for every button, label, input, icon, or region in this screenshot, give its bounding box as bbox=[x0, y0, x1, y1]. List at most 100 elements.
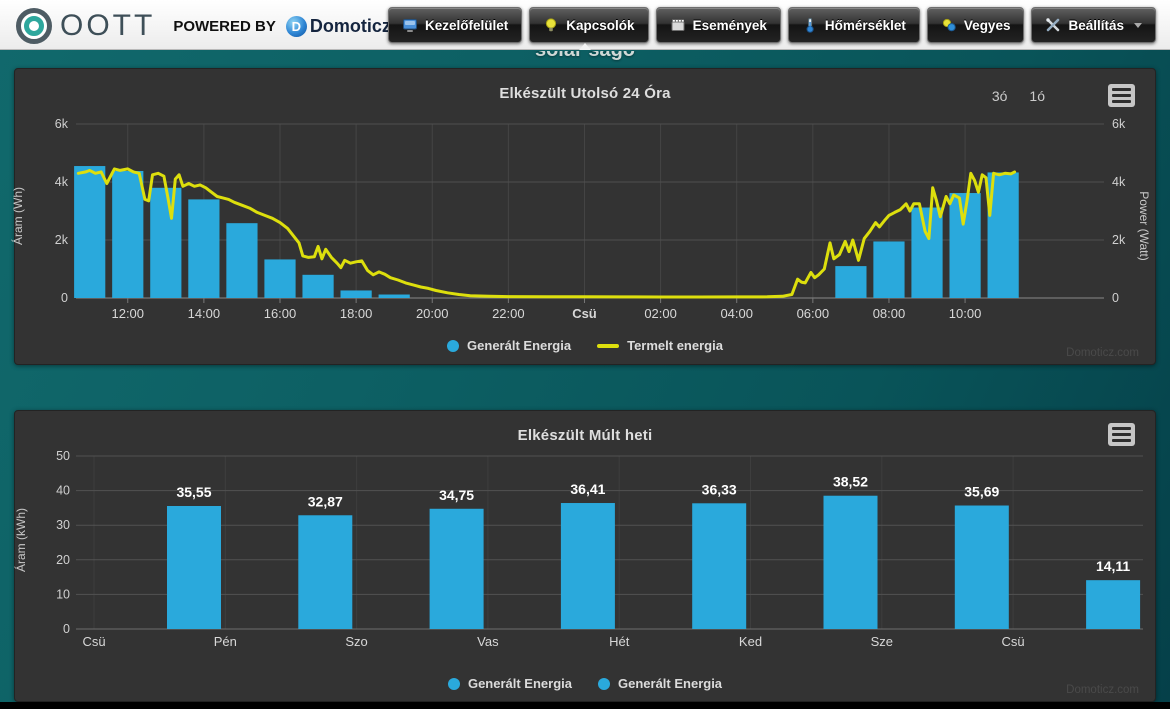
nav-label: Vegyes bbox=[963, 17, 1011, 33]
svg-text:Csü: Csü bbox=[572, 306, 597, 321]
chart-24h-context-menu-button[interactable] bbox=[1108, 84, 1135, 107]
column-bar[interactable] bbox=[264, 259, 296, 298]
chart-24h-title: Elkészült Utolsó 24 Óra bbox=[499, 85, 671, 102]
svg-text:Csü: Csü bbox=[1002, 634, 1025, 649]
chart-week-legend: Generált Energia Generált Energia bbox=[15, 676, 1155, 691]
svg-text:Pén: Pén bbox=[214, 634, 237, 649]
week-bar[interactable] bbox=[954, 505, 1009, 629]
chart-week-panel: Elkészült Múlt heti Áram (kWh) 0 10 20 30 40… bbox=[14, 410, 1156, 702]
svg-text:10:00: 10:00 bbox=[949, 306, 982, 321]
nav-label: Események bbox=[692, 17, 767, 33]
events-icon bbox=[670, 17, 686, 33]
header: OOTT POWERED BY D Domoticz Kezelőfelület… bbox=[0, 0, 1170, 50]
column-bar[interactable] bbox=[226, 223, 258, 298]
range-3h-button[interactable]: 3ó bbox=[991, 88, 1008, 104]
week-bar[interactable] bbox=[692, 503, 747, 629]
nav-label: Kezelőfelület bbox=[425, 17, 509, 33]
svg-text:40: 40 bbox=[56, 484, 70, 498]
week-bar[interactable] bbox=[560, 503, 615, 629]
legend-marker-circle bbox=[598, 677, 610, 690]
column-bar[interactable] bbox=[150, 187, 182, 298]
nav-button-dashboard[interactable]: Kezelőfelület bbox=[388, 7, 523, 43]
clipped-page-title-wrap: solar ságo bbox=[0, 51, 1170, 64]
chart-week-context-menu-button[interactable] bbox=[1108, 423, 1135, 446]
svg-text:6k: 6k bbox=[55, 117, 69, 131]
wrench-icon bbox=[1045, 17, 1061, 33]
svg-text:22:00: 22:00 bbox=[492, 306, 525, 321]
power-line-series[interactable] bbox=[76, 167, 1017, 299]
svg-text:35,55: 35,55 bbox=[176, 484, 211, 500]
week-bar[interactable] bbox=[298, 515, 353, 629]
svg-text:20:00: 20:00 bbox=[416, 306, 449, 321]
powered-by-label: POWERED BY bbox=[173, 17, 276, 35]
column-bar[interactable] bbox=[340, 290, 372, 298]
range-1h-button[interactable]: 1ó bbox=[1029, 88, 1045, 104]
legend-item-generated-energy-1[interactable]: Generált Energia bbox=[447, 676, 572, 691]
dropdown-caret-icon bbox=[1134, 22, 1142, 28]
svg-text:6k: 6k bbox=[1112, 117, 1126, 131]
page-title: solar ságo bbox=[535, 51, 635, 64]
svg-text:16:00: 16:00 bbox=[264, 306, 297, 321]
svg-text:4k: 4k bbox=[1112, 175, 1126, 189]
oott-logo-icon bbox=[16, 8, 52, 44]
brand: OOTT POWERED BY D Domoticz bbox=[16, 7, 391, 45]
column-bar[interactable] bbox=[112, 170, 144, 298]
thermometer-icon bbox=[802, 17, 818, 33]
svg-text:Hét: Hét bbox=[609, 634, 630, 649]
nav-button-switches[interactable]: Kapcsolók bbox=[529, 7, 649, 43]
svg-text:30: 30 bbox=[56, 518, 70, 532]
nav-button-temperature[interactable]: Hőmérséklet bbox=[787, 7, 920, 43]
svg-text:38,52: 38,52 bbox=[833, 474, 868, 490]
chart-24h-panel: Elkészült Utolsó 24 Óra 3ó 1ó Áram (Wh) … bbox=[11, 68, 1156, 365]
svg-text:Ked: Ked bbox=[739, 634, 762, 649]
svg-text:18:00: 18:00 bbox=[340, 306, 373, 321]
range-selector: 3ó 1ó bbox=[992, 88, 1045, 104]
legend-item-generated-energy-2[interactable]: Generált Energia bbox=[598, 676, 722, 691]
lightbulb-icon bbox=[543, 17, 559, 33]
column-bar[interactable] bbox=[873, 241, 905, 298]
column-bar[interactable] bbox=[302, 274, 334, 298]
svg-text:34,75: 34,75 bbox=[439, 487, 474, 503]
week-bar[interactable] bbox=[823, 495, 878, 629]
svg-text:20: 20 bbox=[56, 553, 70, 567]
nav-label: Hőmérséklet bbox=[824, 17, 906, 33]
svg-text:0: 0 bbox=[63, 622, 70, 636]
domoticz-watermark: Domoticz.com bbox=[1066, 684, 1139, 696]
chart-24h-canvas: 0 0 2k 2k 4k 4k 6k 6k 12:00 14:00 16:00 18:00 20:00 2… bbox=[55, 117, 1126, 321]
svg-text:36,33: 36,33 bbox=[702, 481, 737, 497]
nav-button-events[interactable]: Események bbox=[655, 7, 781, 43]
week-bar[interactable] bbox=[167, 505, 221, 629]
legend-item-generated-energy[interactable]: Generált Energia bbox=[447, 338, 571, 353]
column-bar[interactable] bbox=[378, 294, 410, 298]
week-bar[interactable] bbox=[429, 508, 484, 629]
pointer-triangle-icon bbox=[579, 43, 591, 50]
legend-marker-circle bbox=[447, 677, 460, 690]
main-nav: Kezelőfelület Kapcsolók Események Hőmérs… bbox=[388, 7, 1156, 43]
svg-text:35,69: 35,69 bbox=[964, 484, 999, 500]
svg-text:4k: 4k bbox=[55, 175, 69, 189]
column-bar[interactable] bbox=[911, 207, 943, 298]
legend-item-produced-energy[interactable]: Termelt energia bbox=[597, 338, 723, 353]
nav-button-utility[interactable]: Vegyes bbox=[926, 7, 1025, 43]
column-bar[interactable] bbox=[835, 266, 867, 298]
svg-text:14:00: 14:00 bbox=[188, 306, 221, 321]
svg-text:2k: 2k bbox=[1112, 233, 1126, 247]
svg-text:Szo: Szo bbox=[345, 634, 367, 649]
week-bar[interactable] bbox=[1086, 580, 1141, 629]
legend-marker-circle bbox=[447, 339, 460, 352]
chart-24h-legend: Generált Energia Termelt energia bbox=[15, 338, 1155, 353]
svg-text:32,87: 32,87 bbox=[308, 493, 343, 509]
domoticz-logo-icon: D bbox=[285, 15, 307, 37]
svg-text:04:00: 04:00 bbox=[720, 306, 753, 321]
nav-button-setup[interactable]: Beállítás bbox=[1031, 7, 1156, 43]
svg-text:14,11: 14,11 bbox=[1096, 558, 1130, 574]
svg-text:0: 0 bbox=[61, 291, 68, 305]
svg-text:50: 50 bbox=[56, 449, 70, 463]
column-bar[interactable] bbox=[188, 199, 220, 298]
svg-text:Csü: Csü bbox=[82, 634, 105, 649]
svg-text:2k: 2k bbox=[55, 233, 69, 247]
dashboard-icon bbox=[402, 17, 418, 33]
column-bar[interactable] bbox=[74, 166, 106, 298]
nav-label: Beállítás bbox=[1068, 17, 1124, 33]
